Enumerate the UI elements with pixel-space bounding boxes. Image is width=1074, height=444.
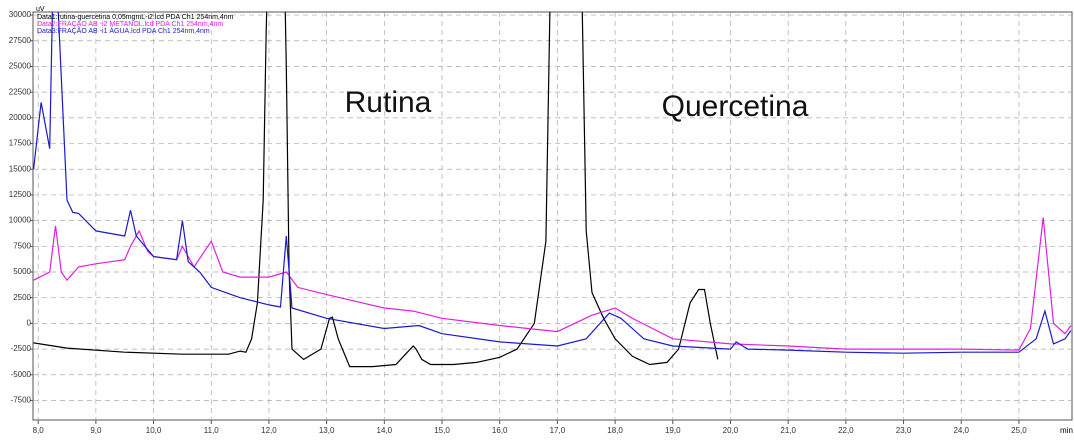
- annotation: Quercetina: [662, 90, 809, 123]
- y-tick-label: 27500: [9, 36, 32, 45]
- legend-entry: Data2:FRAÇÃO AB -i2 METANOL.lcd PDA Ch1 …: [37, 19, 223, 28]
- x-tick-label: 12,0: [261, 426, 277, 435]
- x-tick-label: 20,0: [723, 426, 739, 435]
- x-tick-label: 17,0: [550, 426, 566, 435]
- y-tick-label: 5000: [13, 267, 31, 276]
- y-tick-label: -7500: [11, 396, 32, 405]
- y-tick-label: 20000: [9, 113, 32, 122]
- x-tick-label: 22,0: [838, 426, 854, 435]
- x-tick-label: 24,0: [953, 426, 969, 435]
- x-tick-label: 16,0: [492, 426, 508, 435]
- y-tick-label: 15000: [9, 164, 32, 173]
- y-tick-label: 25000: [9, 62, 32, 71]
- x-tick-label: 15,0: [434, 426, 450, 435]
- x-tick-label: 19,0: [665, 426, 681, 435]
- legend-entry: Data3:FRAÇÃO AB -i1 ÁGUA.lcd PDA Ch1 254…: [37, 26, 210, 35]
- x-tick-label: 21,0: [780, 426, 796, 435]
- x-tick-label: 10,0: [146, 426, 162, 435]
- y-tick-label: 17500: [9, 139, 32, 148]
- y-tick-label: 10000: [9, 216, 32, 225]
- y-tick-label: 12500: [9, 190, 32, 199]
- x-tick-label: 18,0: [607, 426, 623, 435]
- legend-entry: Data1:rutina-quercetina 0,05mgmL-i2.lcd …: [37, 14, 234, 21]
- x-tick-label: 23,0: [896, 426, 912, 435]
- series-line: [33, 217, 1072, 351]
- y-tick-label: -2500: [11, 344, 32, 353]
- x-tick-label: 9,0: [90, 426, 102, 435]
- x-tick-label: 11,0: [204, 426, 220, 435]
- y-tick-label: 0: [27, 319, 32, 328]
- x-axis-label: min: [1060, 426, 1073, 435]
- series-line: [33, 12, 1072, 354]
- y-tick-label: 22500: [9, 87, 32, 96]
- annotation: Rutina: [345, 86, 432, 119]
- x-tick-label: 14,0: [377, 426, 393, 435]
- y-tick-label: -5000: [11, 370, 32, 379]
- x-tick-label: 13,0: [319, 426, 335, 435]
- x-tick-label: 25,0: [1011, 426, 1027, 435]
- y-tick-label: 7500: [13, 241, 31, 250]
- y-tick-label: 2500: [13, 293, 31, 302]
- plot-frame: [32, 11, 1073, 421]
- y-axis-label: uV: [36, 6, 45, 13]
- series-line: [33, 12, 719, 368]
- x-tick-label: 8,0: [33, 426, 45, 435]
- y-tick-label: 30000: [9, 10, 32, 19]
